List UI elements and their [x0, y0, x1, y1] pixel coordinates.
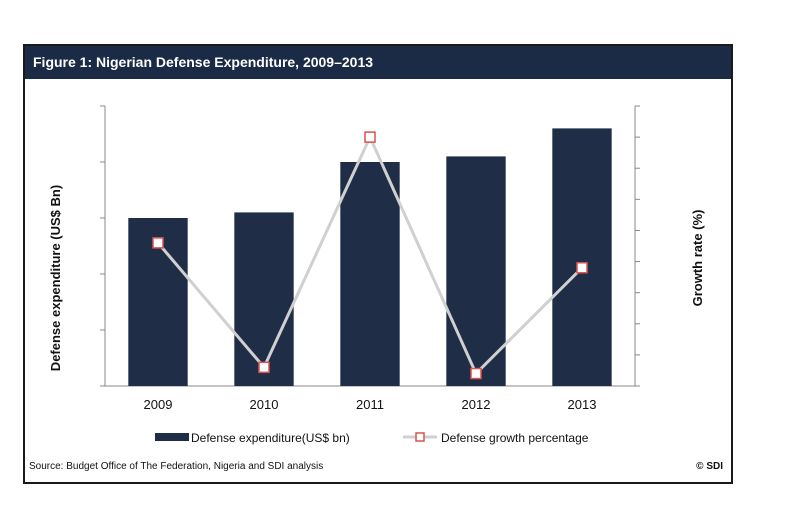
legend-bar-swatch	[155, 433, 189, 441]
chart-frame: Figure 1: Nigerian Defense Expenditure, …	[23, 44, 733, 484]
chart-svg: 2009 2010 2011 2012 2013 Defense expenditure…	[48, 105, 705, 445]
x-tick-label-2012: 2012	[462, 397, 491, 412]
growth-marker-2013	[576, 262, 588, 274]
chart-title: Figure 1: Nigerian Defense Expenditure, …	[25, 46, 731, 79]
growth-marker-2012	[470, 367, 482, 380]
bar-2011	[340, 162, 400, 386]
x-tick-label-2013: 2013	[568, 397, 597, 412]
x-tick-label-2009: 2009	[144, 397, 173, 412]
line-series	[152, 131, 588, 380]
x-tick-labels: 2009 2010 2011 2012 2013	[144, 397, 597, 412]
growth-marker-2011	[364, 131, 376, 143]
copyright: © SDI	[696, 461, 723, 472]
legend-line-label: Defense growth percentage	[441, 431, 589, 445]
legend-bar-label: Defense expenditure(US$ bn)	[191, 431, 350, 445]
growth-marker-2010	[258, 361, 270, 374]
bar-2013	[552, 128, 612, 386]
bar-series	[128, 128, 612, 386]
y-axis-label: Defense expenditure (US$ Bn)	[48, 185, 63, 371]
legend: Defense expenditure(US$ bn) Defense grow…	[155, 431, 589, 445]
y2-axis-label: Growth rate (%)	[690, 210, 705, 307]
x-tick-label-2011: 2011	[356, 397, 384, 412]
source-note: Source: Budget Office of The Federation,…	[29, 461, 324, 472]
x-tick-label-2010: 2010	[250, 397, 279, 412]
growth-marker-2009	[152, 237, 164, 249]
bar-2010	[234, 212, 294, 386]
legend-line-marker	[415, 432, 425, 442]
bar-2012	[446, 156, 506, 386]
